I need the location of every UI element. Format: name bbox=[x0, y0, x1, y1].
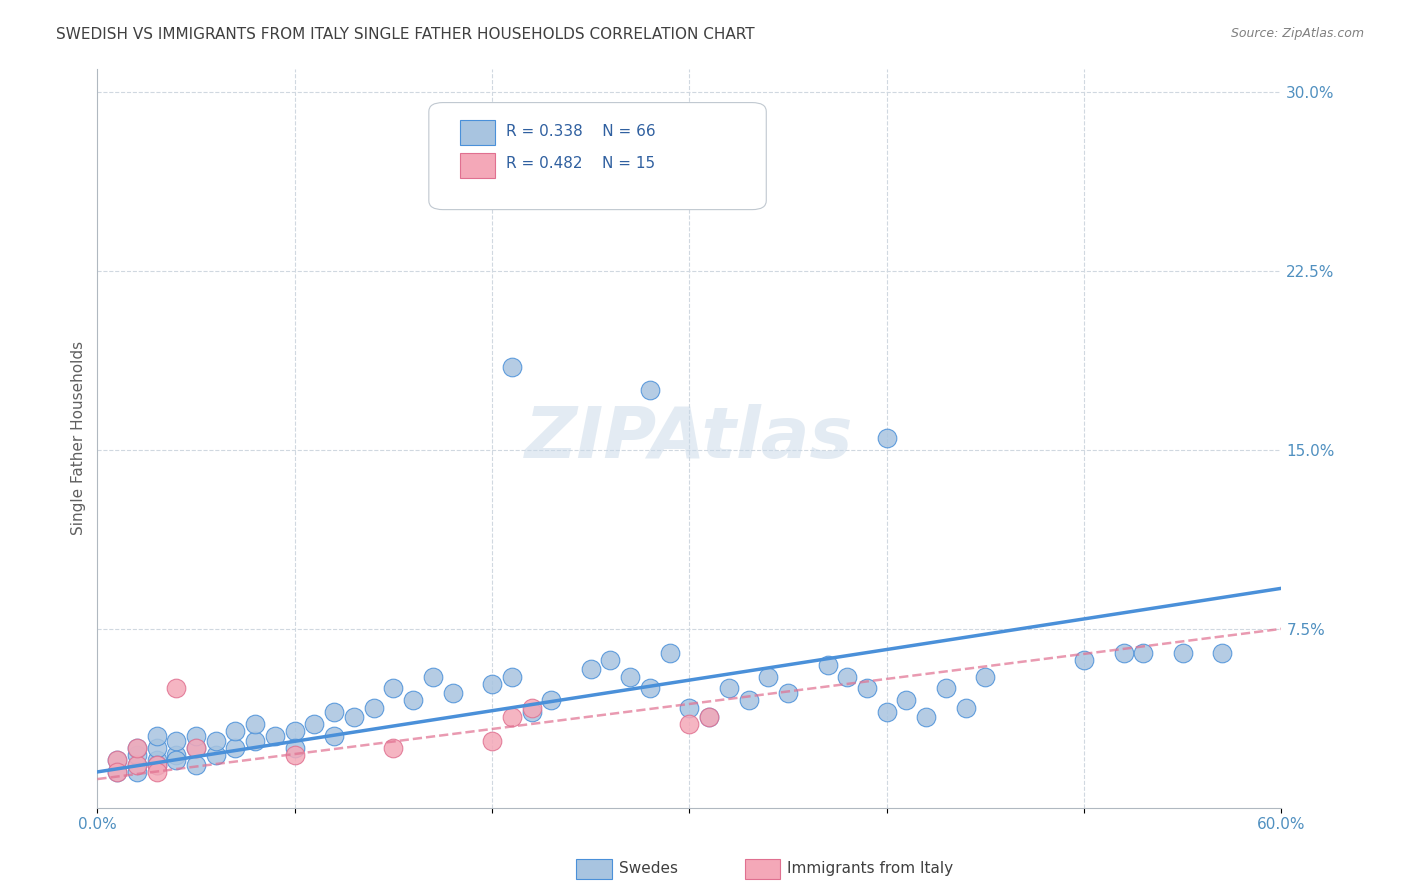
Point bbox=[441, 686, 464, 700]
Point bbox=[1132, 646, 1154, 660]
Point bbox=[422, 669, 444, 683]
Point bbox=[599, 653, 621, 667]
Point bbox=[363, 700, 385, 714]
Point bbox=[697, 710, 720, 724]
Point bbox=[776, 686, 799, 700]
Point bbox=[402, 693, 425, 707]
Point bbox=[184, 729, 207, 743]
Point bbox=[896, 693, 918, 707]
Text: Source: ZipAtlas.com: Source: ZipAtlas.com bbox=[1230, 27, 1364, 40]
Point bbox=[125, 757, 148, 772]
Point bbox=[284, 741, 307, 756]
Point bbox=[165, 734, 187, 748]
Point bbox=[145, 741, 167, 756]
Point bbox=[125, 741, 148, 756]
Point bbox=[125, 764, 148, 779]
Point bbox=[145, 757, 167, 772]
Y-axis label: Single Father Households: Single Father Households bbox=[72, 341, 86, 535]
Point bbox=[837, 669, 859, 683]
Point bbox=[165, 681, 187, 696]
Point bbox=[638, 681, 661, 696]
Point bbox=[125, 757, 148, 772]
Point bbox=[382, 681, 405, 696]
Point bbox=[658, 646, 681, 660]
Text: SWEDISH VS IMMIGRANTS FROM ITALY SINGLE FATHER HOUSEHOLDS CORRELATION CHART: SWEDISH VS IMMIGRANTS FROM ITALY SINGLE … bbox=[56, 27, 755, 42]
Point bbox=[105, 764, 128, 779]
Text: ZIPAtlas: ZIPAtlas bbox=[524, 403, 853, 473]
Point bbox=[145, 753, 167, 767]
Point bbox=[501, 669, 523, 683]
Point bbox=[245, 734, 267, 748]
Point bbox=[382, 741, 405, 756]
Point bbox=[935, 681, 957, 696]
Text: R = 0.338    N = 66: R = 0.338 N = 66 bbox=[506, 124, 655, 138]
Point bbox=[125, 741, 148, 756]
Point bbox=[481, 734, 503, 748]
Point bbox=[204, 748, 226, 763]
Point bbox=[184, 741, 207, 756]
Point bbox=[105, 753, 128, 767]
Point bbox=[955, 700, 977, 714]
Point bbox=[184, 757, 207, 772]
Point bbox=[717, 681, 740, 696]
Text: Swedes: Swedes bbox=[619, 862, 678, 876]
Text: Immigrants from Italy: Immigrants from Italy bbox=[787, 862, 953, 876]
Point bbox=[697, 710, 720, 724]
Point bbox=[184, 741, 207, 756]
Point bbox=[264, 729, 287, 743]
Text: R = 0.482    N = 15: R = 0.482 N = 15 bbox=[506, 156, 655, 170]
Point bbox=[520, 700, 543, 714]
Point bbox=[145, 764, 167, 779]
Point bbox=[245, 717, 267, 731]
Point bbox=[501, 359, 523, 374]
Point bbox=[501, 710, 523, 724]
Point bbox=[1211, 646, 1233, 660]
Point bbox=[756, 669, 779, 683]
Point bbox=[817, 657, 839, 672]
Point bbox=[619, 669, 641, 683]
Point bbox=[304, 717, 326, 731]
Point bbox=[125, 748, 148, 763]
Point bbox=[974, 669, 997, 683]
Point bbox=[876, 431, 898, 445]
Point bbox=[204, 734, 226, 748]
Point bbox=[579, 662, 602, 676]
Point bbox=[343, 710, 366, 724]
Point bbox=[1171, 646, 1194, 660]
Point bbox=[284, 724, 307, 739]
Point bbox=[165, 753, 187, 767]
Point bbox=[1073, 653, 1095, 667]
Point bbox=[856, 681, 879, 696]
Point bbox=[520, 706, 543, 720]
Point bbox=[284, 748, 307, 763]
Point bbox=[224, 724, 246, 739]
Point bbox=[145, 757, 167, 772]
Point bbox=[323, 706, 346, 720]
Point bbox=[224, 741, 246, 756]
Point bbox=[915, 710, 938, 724]
Point bbox=[737, 693, 759, 707]
Point bbox=[105, 753, 128, 767]
Point bbox=[876, 706, 898, 720]
Point bbox=[105, 764, 128, 779]
Point bbox=[678, 717, 700, 731]
Point bbox=[638, 384, 661, 398]
Point bbox=[145, 729, 167, 743]
Point bbox=[323, 729, 346, 743]
Point bbox=[1112, 646, 1135, 660]
Point bbox=[481, 676, 503, 690]
Point bbox=[678, 700, 700, 714]
Point bbox=[540, 693, 562, 707]
Point bbox=[165, 748, 187, 763]
